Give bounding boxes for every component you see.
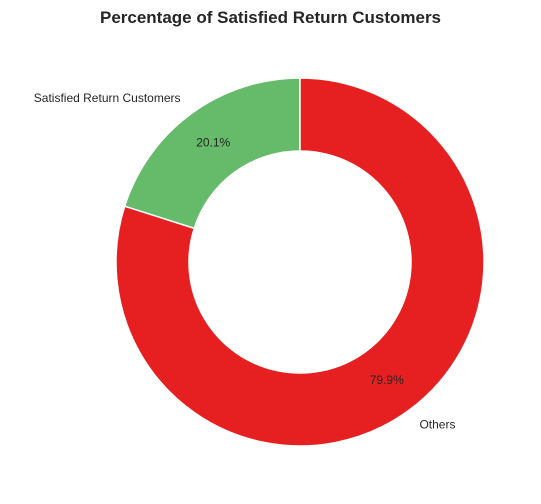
chart-title: Percentage of Satisfied Return Customers (99, 8, 442, 27)
slice-satisfied-return-customers (123, 77, 301, 230)
value-label-others: 79.9% (370, 373, 404, 387)
slices-layer (115, 77, 485, 447)
slice-others (115, 77, 485, 447)
value-label-satisfied-return-customers: 20.1% (196, 136, 230, 150)
category-label-others: Others (419, 418, 455, 432)
labels-layer: Satisfied Return Customers 20.1% Others 79.… (34, 91, 456, 432)
category-label-satisfied-return-customers: Satisfied Return Customers (34, 91, 181, 105)
